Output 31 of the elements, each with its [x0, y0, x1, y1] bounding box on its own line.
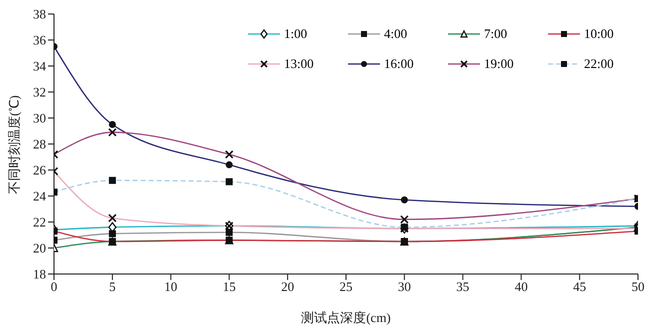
x-tick-label: 40	[514, 279, 528, 294]
legend-label: 7:00	[484, 26, 508, 42]
y-tick-label: 28	[33, 136, 46, 152]
y-tick-label: 38	[33, 6, 46, 22]
y-tick-label: 30	[33, 110, 46, 126]
x-tick-label: 35	[456, 279, 470, 294]
legend-label: 16:00	[384, 56, 414, 72]
x-tick-label: 20	[281, 279, 294, 294]
x-tick-label: 5	[109, 279, 116, 294]
y-tick-label: 18	[33, 266, 46, 282]
legend-label: 19:00	[484, 56, 514, 72]
x-tick-label: 25	[340, 279, 352, 294]
y-tick-label: 32	[33, 84, 46, 100]
y-tick-label: 20	[33, 240, 46, 256]
y-tick-label: 22	[33, 214, 46, 230]
legend-label: 4:00	[384, 26, 408, 42]
legend-label: 10:00	[584, 26, 614, 42]
legend-label: 13:00	[284, 56, 314, 72]
x-tick-label: 50	[632, 279, 644, 294]
legend-label: 1:00	[284, 26, 308, 42]
y-tick-label: 26	[33, 162, 46, 178]
x-tick-label: 45	[573, 279, 586, 294]
x-tick-label: 15	[222, 279, 236, 294]
legend-label: 22:00	[584, 56, 614, 72]
x-axis-title: 测试点深度(cm)	[301, 310, 391, 325]
y-tick-label: 24	[33, 188, 46, 204]
y-tick-label: 36	[33, 32, 46, 48]
y-tick-label: 34	[33, 58, 46, 74]
x-tick-label: 10	[164, 279, 178, 294]
x-tick-label: 30	[398, 279, 411, 294]
x-tick-label: 0	[50, 279, 58, 294]
